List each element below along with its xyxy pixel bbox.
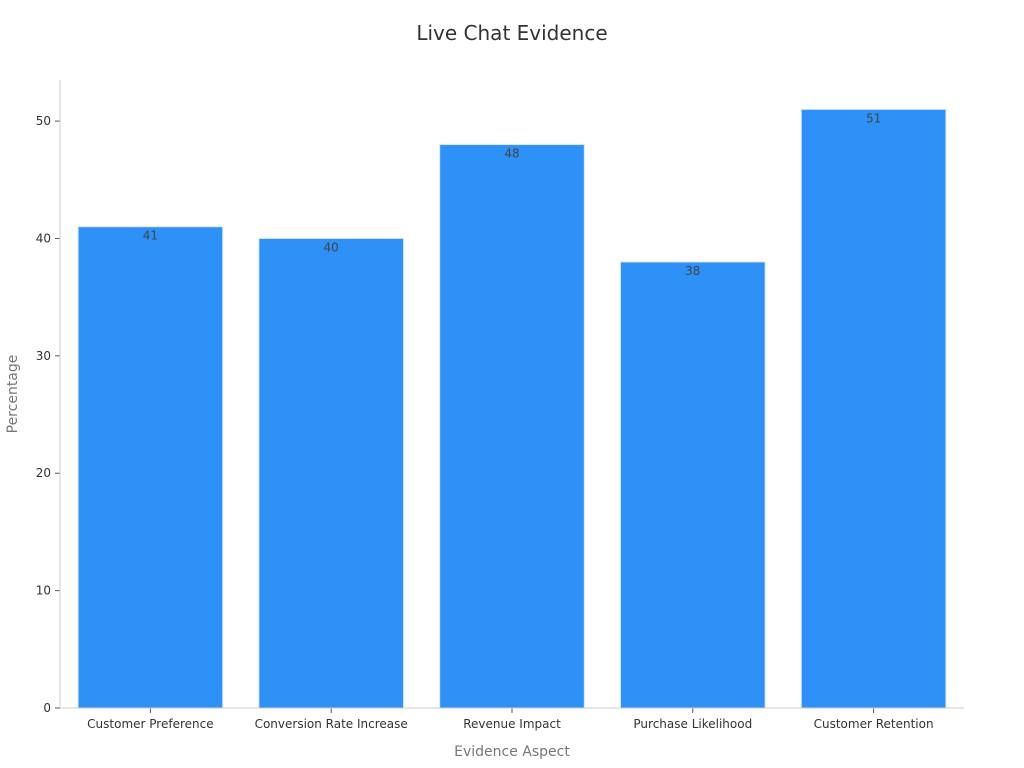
plot-area: 0 10 20 30 40 50 41 Customer Preference 40 Conver… — [36, 108, 947, 731]
x-tick-label: Revenue Impact — [463, 717, 561, 731]
y-tick-label: 40 — [36, 231, 51, 245]
bar — [77, 226, 224, 709]
x-tick-label: Conversion Rate Increase — [255, 717, 408, 731]
x-tick-label: Customer Preference — [87, 717, 213, 731]
chart-title: Live Chat Evidence — [416, 21, 607, 45]
x-tick-label: Customer Retention — [814, 717, 934, 731]
bar-value-label: 48 — [504, 147, 519, 161]
bar — [800, 108, 947, 709]
bar — [439, 144, 585, 709]
bar — [619, 261, 766, 709]
y-tick-label: 50 — [36, 114, 51, 128]
bar-value-label: 41 — [143, 229, 158, 243]
x-axis-label: Evidence Aspect — [454, 744, 570, 760]
x-tick-label: Purchase Likelihood — [633, 717, 752, 731]
y-tick-label: 10 — [36, 584, 51, 598]
bar-value-label: 38 — [685, 264, 700, 278]
bar-value-label: 40 — [324, 240, 339, 254]
bar-value-label: 51 — [866, 111, 881, 125]
bar — [258, 237, 405, 709]
y-axis-label: Percentage — [5, 355, 21, 434]
y-tick-label: 30 — [36, 349, 51, 363]
y-tick-label: 20 — [36, 466, 51, 480]
y-tick-label: 0 — [43, 701, 51, 715]
